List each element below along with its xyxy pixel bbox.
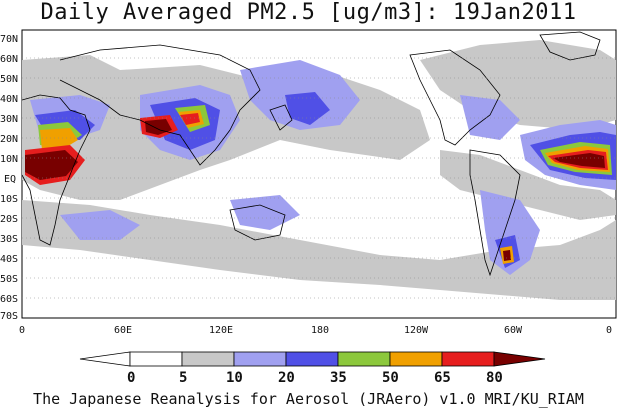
- lon-label: 180: [311, 325, 329, 336]
- colorbar-tick: 20: [278, 370, 295, 386]
- colorbar-tick: 5: [179, 370, 187, 386]
- latitude-labels: 70N 60N 50N 40N 30N 20N 10N EQ 10S 20S 3…: [0, 34, 18, 322]
- lon-label: 60W: [504, 325, 523, 336]
- lat-label: EQ: [4, 174, 16, 185]
- lat-label: 40S: [0, 254, 18, 265]
- lon-label: 120W: [404, 325, 429, 336]
- lat-label: 30S: [0, 234, 18, 245]
- lat-label: 20N: [0, 134, 18, 145]
- lat-label: 60N: [0, 54, 18, 65]
- lat-label: 70S: [0, 311, 18, 322]
- colorbar-tick: 80: [486, 370, 503, 386]
- colorbar-bin: [285, 351, 339, 367]
- colorbar-bin: [181, 351, 235, 367]
- lat-label: 70N: [0, 34, 18, 45]
- colorbar-bin: [129, 351, 183, 367]
- lat-label: 50N: [0, 74, 18, 85]
- colorbar-bin: [389, 351, 443, 367]
- colorbar-bin: [233, 351, 287, 367]
- lat-label: 50S: [0, 274, 18, 285]
- map-area: [21, 29, 617, 319]
- credit-footer: The Japanese Reanalysis for Aerosol (JRA…: [33, 390, 584, 408]
- lat-label: 10N: [0, 154, 18, 165]
- lon-label: 0: [19, 325, 25, 336]
- lat-label: 30N: [0, 114, 18, 125]
- colorbar-tick: 50: [382, 370, 399, 386]
- colorbar-tick: 65: [434, 370, 451, 386]
- colorbar: 0 5 10 20 35 50 65 80: [79, 351, 546, 386]
- lat-label: 10S: [0, 194, 18, 205]
- lat-label: 40N: [0, 94, 18, 105]
- colorbar-tick: 10: [226, 370, 243, 386]
- colorbar-bin: [441, 351, 495, 367]
- lat-label: 60S: [0, 294, 18, 305]
- colorbar-tick: 35: [330, 370, 347, 386]
- longitude-labels: 0 60E 120E 180 120W 60W 0: [19, 325, 612, 336]
- lat-label: 20S: [0, 214, 18, 225]
- lon-label: 60E: [114, 325, 132, 336]
- colorbar-right-arrow: [493, 351, 546, 367]
- lon-label: 120E: [209, 325, 233, 336]
- colorbar-tick: 0: [127, 370, 135, 386]
- lon-label: 0: [606, 325, 612, 336]
- colorbar-left-arrow: [79, 351, 131, 367]
- colorbar-bin: [337, 351, 391, 367]
- map-title: Daily Averaged PM2.5 [ug/m3]: 19Jan2011: [40, 0, 577, 25]
